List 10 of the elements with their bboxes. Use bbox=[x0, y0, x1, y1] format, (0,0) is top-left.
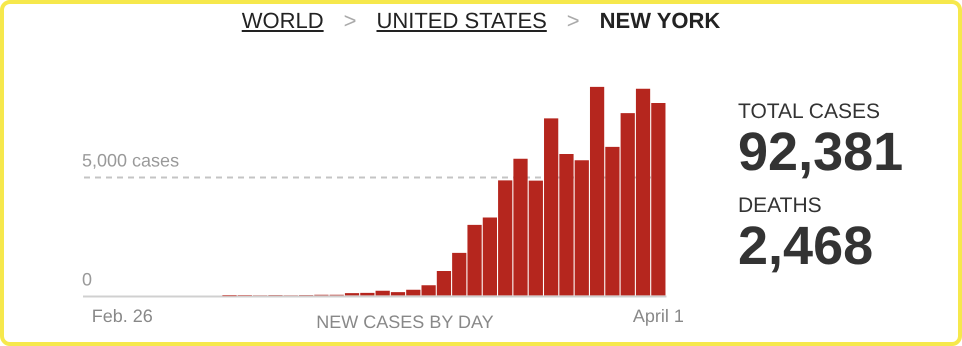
x-tick-label: April 1 bbox=[632, 306, 684, 326]
text: TOTAL CASES bbox=[738, 100, 881, 124]
x-tick-label: Feb. 26 bbox=[92, 306, 153, 326]
text: 92,381 bbox=[738, 122, 904, 182]
chart-title: WORLD > UNITED STATES > NEW YORK bbox=[242, 8, 720, 33]
text: DEATHS bbox=[738, 194, 823, 218]
y-tick-label: 5,000 cases bbox=[82, 150, 180, 171]
x-axis-title: NEW CASES BY DAY bbox=[315, 312, 495, 333]
y-tick-label: 0 bbox=[82, 269, 92, 290]
text: 2,468 bbox=[738, 216, 874, 276]
